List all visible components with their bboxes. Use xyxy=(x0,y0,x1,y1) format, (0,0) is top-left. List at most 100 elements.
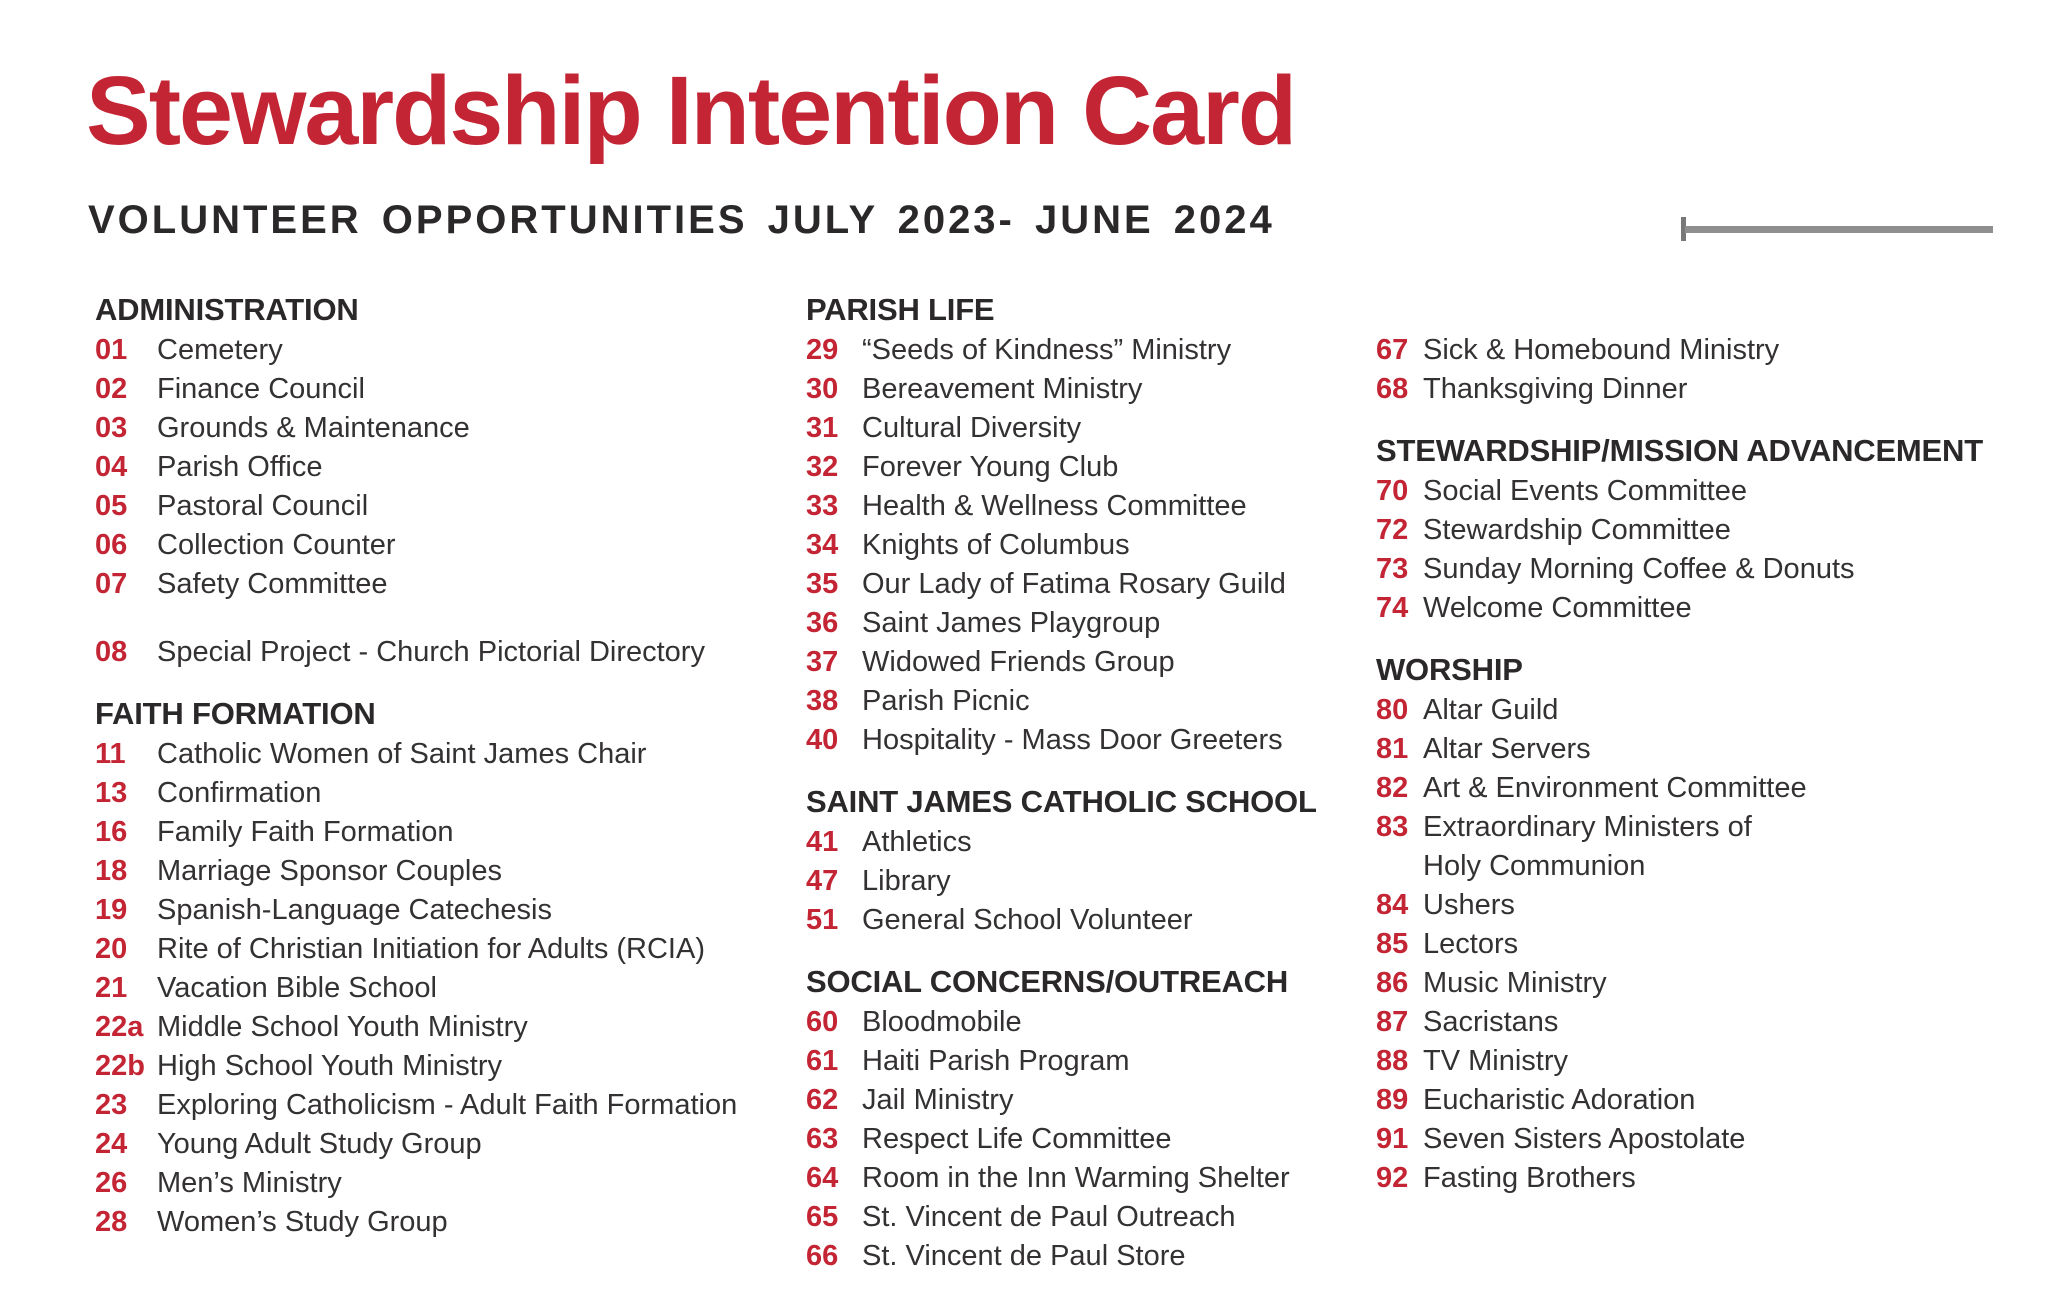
list-item: 38 Parish Picnic xyxy=(806,682,1406,721)
item-label-line1: Collection Counter xyxy=(157,529,396,561)
item-label: Welcome Committee xyxy=(1423,589,1692,628)
item-label-line1: Social Events Committee xyxy=(1423,475,1747,507)
item-number: 36 xyxy=(806,607,839,639)
item-number: 66 xyxy=(806,1240,839,1272)
item-label-line1: Knights of Columbus xyxy=(862,529,1130,561)
item-number: 88 xyxy=(1376,1045,1409,1077)
item-label-line1: Catholic Women of Saint James Chair xyxy=(157,738,647,770)
list-item: 64 Room in the Inn Warming Shelter xyxy=(806,1159,1406,1198)
list-item: 66 St. Vincent de Paul Store xyxy=(806,1237,1406,1276)
list-item: 41 Athletics xyxy=(806,823,1406,862)
item-number: 83 xyxy=(1376,811,1409,843)
item-number: 02 xyxy=(95,373,128,405)
item-label: TV Ministry xyxy=(1423,1042,1568,1081)
item-label: Vacation Bible School xyxy=(157,969,437,1008)
item-number: 70 xyxy=(1376,475,1409,507)
list-item: 37 Widowed Friends Group xyxy=(806,643,1406,682)
section-heading: SOCIAL CONCERNS/OUTREACH xyxy=(806,964,1289,999)
item-label-line1: Men’s Ministry xyxy=(157,1167,342,1199)
item-label-line1: Hospitality - Mass Door Greeters xyxy=(862,724,1283,756)
list-item: 85 Lectors xyxy=(1376,925,2036,964)
item-label: Ushers xyxy=(1423,886,1515,925)
list-item: 62 Jail Ministry xyxy=(806,1081,1406,1120)
list-item: 22b High School Youth Ministry xyxy=(95,1047,755,1086)
list-item: 05 Pastoral Council xyxy=(95,487,755,526)
item-label: Eucharistic Adoration xyxy=(1423,1081,1695,1120)
item-label: Confirmation xyxy=(157,774,321,813)
item-number: 91 xyxy=(1376,1123,1409,1155)
list-item: 82 Art & Environment Committee xyxy=(1376,769,2036,808)
item-label: Cemetery xyxy=(157,331,283,370)
item-number: 06 xyxy=(95,529,128,561)
item-label: St. Vincent de Paul Outreach xyxy=(862,1198,1235,1237)
item-label: Our Lady of Fatima Rosary Guild xyxy=(862,565,1286,604)
section-heading: STEWARDSHIP/MISSION ADVANCEMENT xyxy=(1376,433,1983,468)
item-label-line1: Middle School Youth Ministry xyxy=(157,1011,528,1043)
list-item: 24 Young Adult Study Group xyxy=(95,1125,755,1164)
section-stewardship-mission-advancement: STEWARDSHIP/MISSION ADVANCEMENT 70 Social … xyxy=(1376,430,2036,628)
item-label: Grounds & Maintenance xyxy=(157,409,470,448)
item-label-line1: Room in the Inn Warming Shelter xyxy=(862,1162,1290,1194)
list-item: 28 Women’s Study Group xyxy=(95,1203,755,1242)
item-number: 84 xyxy=(1376,889,1409,921)
item-label: Exploring Catholicism - Adult Faith Form… xyxy=(157,1086,737,1125)
item-label: Young Adult Study Group xyxy=(157,1125,482,1164)
item-label: Catholic Women of Saint James Chair xyxy=(157,735,646,774)
item-label-line1: Young Adult Study Group xyxy=(157,1128,482,1160)
item-label-line1: Family Faith Formation xyxy=(157,816,454,848)
item-label-line1: Parish Picnic xyxy=(862,685,1030,717)
list-item: 89 Eucharistic Adoration xyxy=(1376,1081,2036,1120)
item-label-line1: Haiti Parish Program xyxy=(862,1045,1130,1077)
item-label: Middle School Youth Ministry xyxy=(157,1008,528,1047)
item-label: Parish Office xyxy=(157,448,322,487)
item-number: 47 xyxy=(806,865,839,897)
item-number: 20 xyxy=(95,933,128,965)
item-label-line1: Sacristans xyxy=(1423,1006,1559,1038)
list-item: 68 Thanksgiving Dinner xyxy=(1376,370,2036,409)
item-number: 74 xyxy=(1376,592,1409,624)
item-number: 31 xyxy=(806,412,839,444)
list-item: 07 Safety Committee xyxy=(95,565,755,604)
item-label-line1: Jail Ministry xyxy=(862,1084,1014,1116)
item-label: Haiti Parish Program xyxy=(862,1042,1130,1081)
item-label: General School Volunteer xyxy=(862,901,1193,940)
item-label: “Seeds of Kindness” Ministry xyxy=(862,331,1231,370)
item-label: Sacristans xyxy=(1423,1003,1558,1042)
list-item: 21 Vacation Bible School xyxy=(95,969,755,1008)
item-label: Knights of Columbus xyxy=(862,526,1130,565)
list-item: 29 “Seeds of Kindness” Ministry xyxy=(806,331,1406,370)
list-item: 67 Sick & Homebound Ministry xyxy=(1376,331,2036,370)
item-number: 41 xyxy=(806,826,839,858)
item-label: Music Ministry xyxy=(1423,964,1607,1003)
item-number: 22a xyxy=(95,1011,144,1043)
list-item: 47 Library xyxy=(806,862,1406,901)
item-number: 64 xyxy=(806,1162,839,1194)
list-item: 16 Family Faith Formation xyxy=(95,813,755,852)
list-item: 92 Fasting Brothers xyxy=(1376,1159,2036,1198)
list-item: 87 Sacristans xyxy=(1376,1003,2036,1042)
item-label-line1: Confirmation xyxy=(157,777,322,809)
item-label-line1: Special Project - Church Pictorial Direc… xyxy=(157,636,705,668)
item-label: Marriage Sponsor Couples xyxy=(157,852,502,891)
item-number: 65 xyxy=(806,1201,839,1233)
item-number: 87 xyxy=(1376,1006,1409,1038)
list-item: 74 Welcome Committee xyxy=(1376,589,2036,628)
item-label-line2: Holy Communion xyxy=(1423,850,1646,882)
item-number: 13 xyxy=(95,777,128,809)
section-heading: FAITH FORMATION xyxy=(95,696,376,731)
item-label-line1: Library xyxy=(862,865,951,897)
item-label: Family Faith Formation xyxy=(157,813,454,852)
list-item: 32 Forever Young Club xyxy=(806,448,1406,487)
decorative-rule xyxy=(1681,217,1993,241)
section-faith-formation: FAITH FORMATION 11 Catholic Women of Saint… xyxy=(95,693,755,1242)
item-label: Library xyxy=(862,862,951,901)
item-label: Collection Counter xyxy=(157,526,396,565)
item-label-line1: Bloodmobile xyxy=(862,1006,1022,1038)
list-item: 81 Altar Servers xyxy=(1376,730,2036,769)
item-number: 37 xyxy=(806,646,839,678)
item-label: Extraordinary Ministers of Holy Communion xyxy=(1423,808,1752,886)
list-item: 80 Altar Guild xyxy=(1376,691,2036,730)
item-label-line1: Our Lady of Fatima Rosary Guild xyxy=(862,568,1286,600)
item-label: St. Vincent de Paul Store xyxy=(862,1237,1186,1276)
item-label: Forever Young Club xyxy=(862,448,1118,487)
